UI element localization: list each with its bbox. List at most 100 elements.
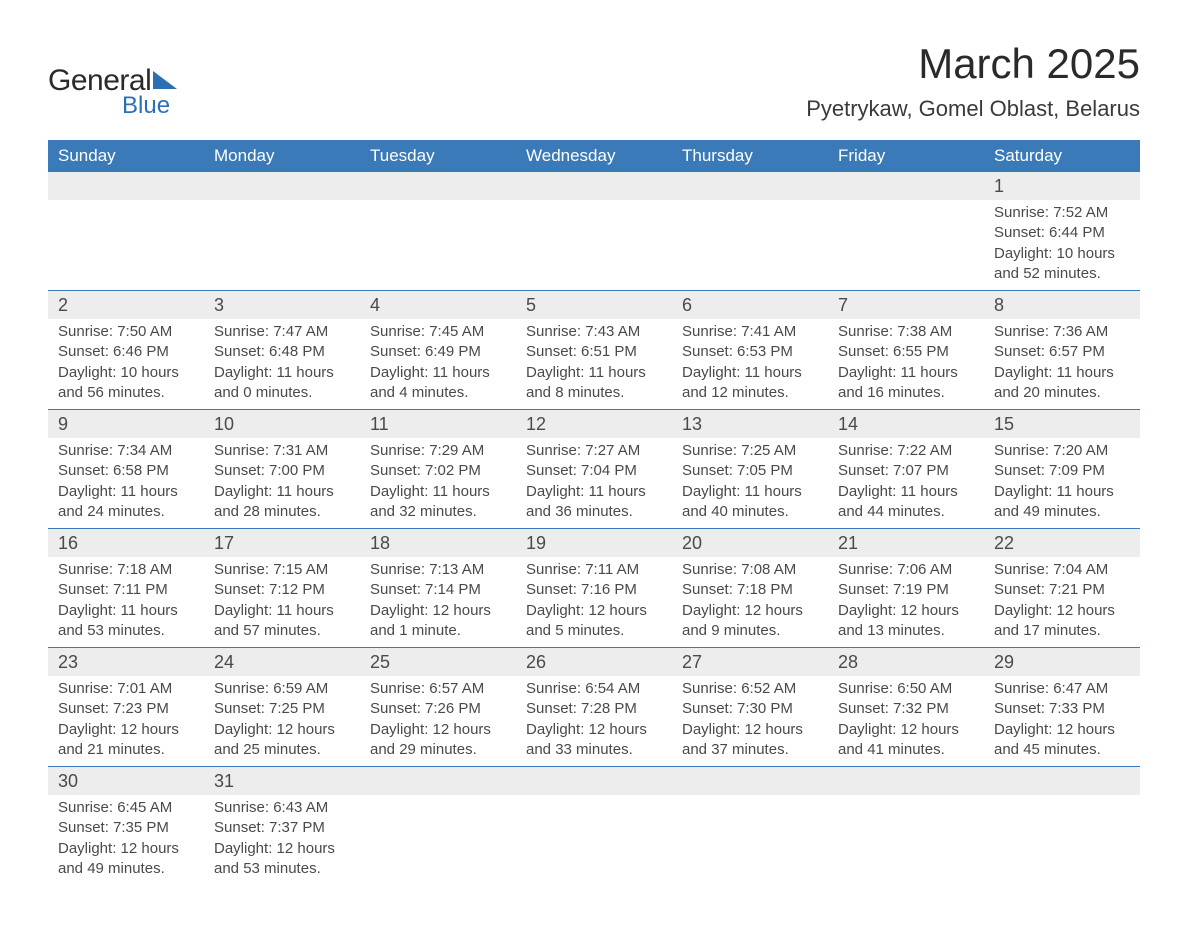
sunset-line: Sunset: 7:33 PM [994,699,1130,719]
weekday-header: Sunday [48,140,204,172]
sunrise-line: Sunrise: 7:18 AM [58,560,194,580]
sunrise-line: Sunrise: 7:27 AM [526,441,662,461]
calendar-cell: Sunrise: 7:27 AMSunset: 7:04 PMDaylight:… [516,438,672,529]
calendar-cell: 24 [204,648,360,677]
daylight-line: Daylight: 12 hours and 13 minutes. [838,601,974,642]
calendar-cell [516,795,672,885]
calendar-cell: Sunrise: 6:45 AMSunset: 7:35 PMDaylight:… [48,795,204,885]
daylight-line: Daylight: 12 hours and 49 minutes. [58,839,194,880]
sunset-line: Sunset: 7:16 PM [526,580,662,600]
calendar-cell: 7 [828,291,984,320]
day-number: 21 [828,529,984,557]
day-details: Sunrise: 7:20 AMSunset: 7:09 PMDaylight:… [984,438,1140,528]
daylight-line: Daylight: 12 hours and 21 minutes. [58,720,194,761]
day-details: Sunrise: 7:18 AMSunset: 7:11 PMDaylight:… [48,557,204,647]
calendar-cell: Sunrise: 7:50 AMSunset: 6:46 PMDaylight:… [48,319,204,410]
day-number: 31 [204,767,360,795]
calendar-cell [672,200,828,291]
sunset-line: Sunset: 7:18 PM [682,580,818,600]
sunset-line: Sunset: 7:35 PM [58,818,194,838]
calendar-daynum-row: 2345678 [48,291,1140,320]
calendar-cell: 6 [672,291,828,320]
calendar-cell: Sunrise: 7:36 AMSunset: 6:57 PMDaylight:… [984,319,1140,410]
calendar-cell: Sunrise: 6:57 AMSunset: 7:26 PMDaylight:… [360,676,516,767]
calendar-cell: 22 [984,529,1140,558]
day-number: 15 [984,410,1140,438]
calendar-cell: 19 [516,529,672,558]
day-number: 23 [48,648,204,676]
sunset-line: Sunset: 7:37 PM [214,818,350,838]
calendar-cell: Sunrise: 7:06 AMSunset: 7:19 PMDaylight:… [828,557,984,648]
weekday-header: Friday [828,140,984,172]
location-subtitle: Pyetrykaw, Gomel Oblast, Belarus [806,96,1140,122]
sunset-line: Sunset: 7:12 PM [214,580,350,600]
sunrise-line: Sunrise: 7:06 AM [838,560,974,580]
day-details: Sunrise: 7:50 AMSunset: 6:46 PMDaylight:… [48,319,204,409]
weekday-header: Monday [204,140,360,172]
day-number: 16 [48,529,204,557]
sunset-line: Sunset: 6:46 PM [58,342,194,362]
calendar-cell: 5 [516,291,672,320]
calendar-cell: Sunrise: 7:29 AMSunset: 7:02 PMDaylight:… [360,438,516,529]
calendar-cell: Sunrise: 7:41 AMSunset: 6:53 PMDaylight:… [672,319,828,410]
sunrise-line: Sunrise: 7:13 AM [370,560,506,580]
calendar-cell: Sunrise: 6:47 AMSunset: 7:33 PMDaylight:… [984,676,1140,767]
sunset-line: Sunset: 7:05 PM [682,461,818,481]
day-number: 27 [672,648,828,676]
calendar-cell: 12 [516,410,672,439]
sunset-line: Sunset: 7:25 PM [214,699,350,719]
day-details: Sunrise: 7:22 AMSunset: 7:07 PMDaylight:… [828,438,984,528]
sunrise-line: Sunrise: 6:54 AM [526,679,662,699]
sunrise-line: Sunrise: 7:20 AM [994,441,1130,461]
calendar-cell: Sunrise: 7:13 AMSunset: 7:14 PMDaylight:… [360,557,516,648]
sunset-line: Sunset: 6:53 PM [682,342,818,362]
calendar-cell: Sunrise: 6:50 AMSunset: 7:32 PMDaylight:… [828,676,984,767]
day-number: 7 [828,291,984,319]
calendar-cell: Sunrise: 7:31 AMSunset: 7:00 PMDaylight:… [204,438,360,529]
calendar-cell [204,200,360,291]
sunset-line: Sunset: 7:11 PM [58,580,194,600]
logo-triangle-icon [153,71,177,89]
sunrise-line: Sunrise: 7:34 AM [58,441,194,461]
day-number: 17 [204,529,360,557]
sunset-line: Sunset: 7:04 PM [526,461,662,481]
calendar-daynum-row: 1 [48,172,1140,200]
sunset-line: Sunset: 7:21 PM [994,580,1130,600]
daylight-line: Daylight: 12 hours and 33 minutes. [526,720,662,761]
weekday-header: Thursday [672,140,828,172]
page-title: March 2025 [806,40,1140,88]
sunrise-line: Sunrise: 6:52 AM [682,679,818,699]
calendar-cell: 20 [672,529,828,558]
calendar-cell: Sunrise: 6:52 AMSunset: 7:30 PMDaylight:… [672,676,828,767]
calendar-content-row: Sunrise: 7:52 AMSunset: 6:44 PMDaylight:… [48,200,1140,291]
day-number: 24 [204,648,360,676]
sunset-line: Sunset: 6:55 PM [838,342,974,362]
calendar-cell: 27 [672,648,828,677]
calendar-cell: Sunrise: 7:43 AMSunset: 6:51 PMDaylight:… [516,319,672,410]
day-details: Sunrise: 7:01 AMSunset: 7:23 PMDaylight:… [48,676,204,766]
weekday-header-row: SundayMondayTuesdayWednesdayThursdayFrid… [48,140,1140,172]
daylight-line: Daylight: 12 hours and 17 minutes. [994,601,1130,642]
calendar-cell: Sunrise: 7:08 AMSunset: 7:18 PMDaylight:… [672,557,828,648]
sunrise-line: Sunrise: 7:52 AM [994,203,1130,223]
calendar-cell [828,172,984,200]
calendar-content-row: Sunrise: 7:50 AMSunset: 6:46 PMDaylight:… [48,319,1140,410]
calendar-cell: 29 [984,648,1140,677]
calendar-cell: 13 [672,410,828,439]
day-number: 9 [48,410,204,438]
title-block: March 2025 Pyetrykaw, Gomel Oblast, Bela… [806,40,1140,122]
day-number: 29 [984,648,1140,676]
day-number: 18 [360,529,516,557]
sunrise-line: Sunrise: 6:45 AM [58,798,194,818]
sunrise-line: Sunrise: 7:45 AM [370,322,506,342]
day-number: 13 [672,410,828,438]
calendar-cell: Sunrise: 7:45 AMSunset: 6:49 PMDaylight:… [360,319,516,410]
calendar-cell [48,200,204,291]
calendar-cell: 3 [204,291,360,320]
calendar-cell [828,795,984,885]
header: General Blue March 2025 Pyetrykaw, Gomel… [48,40,1140,122]
sunset-line: Sunset: 7:28 PM [526,699,662,719]
daylight-line: Daylight: 10 hours and 52 minutes. [994,244,1130,285]
day-number: 10 [204,410,360,438]
calendar-cell: 9 [48,410,204,439]
